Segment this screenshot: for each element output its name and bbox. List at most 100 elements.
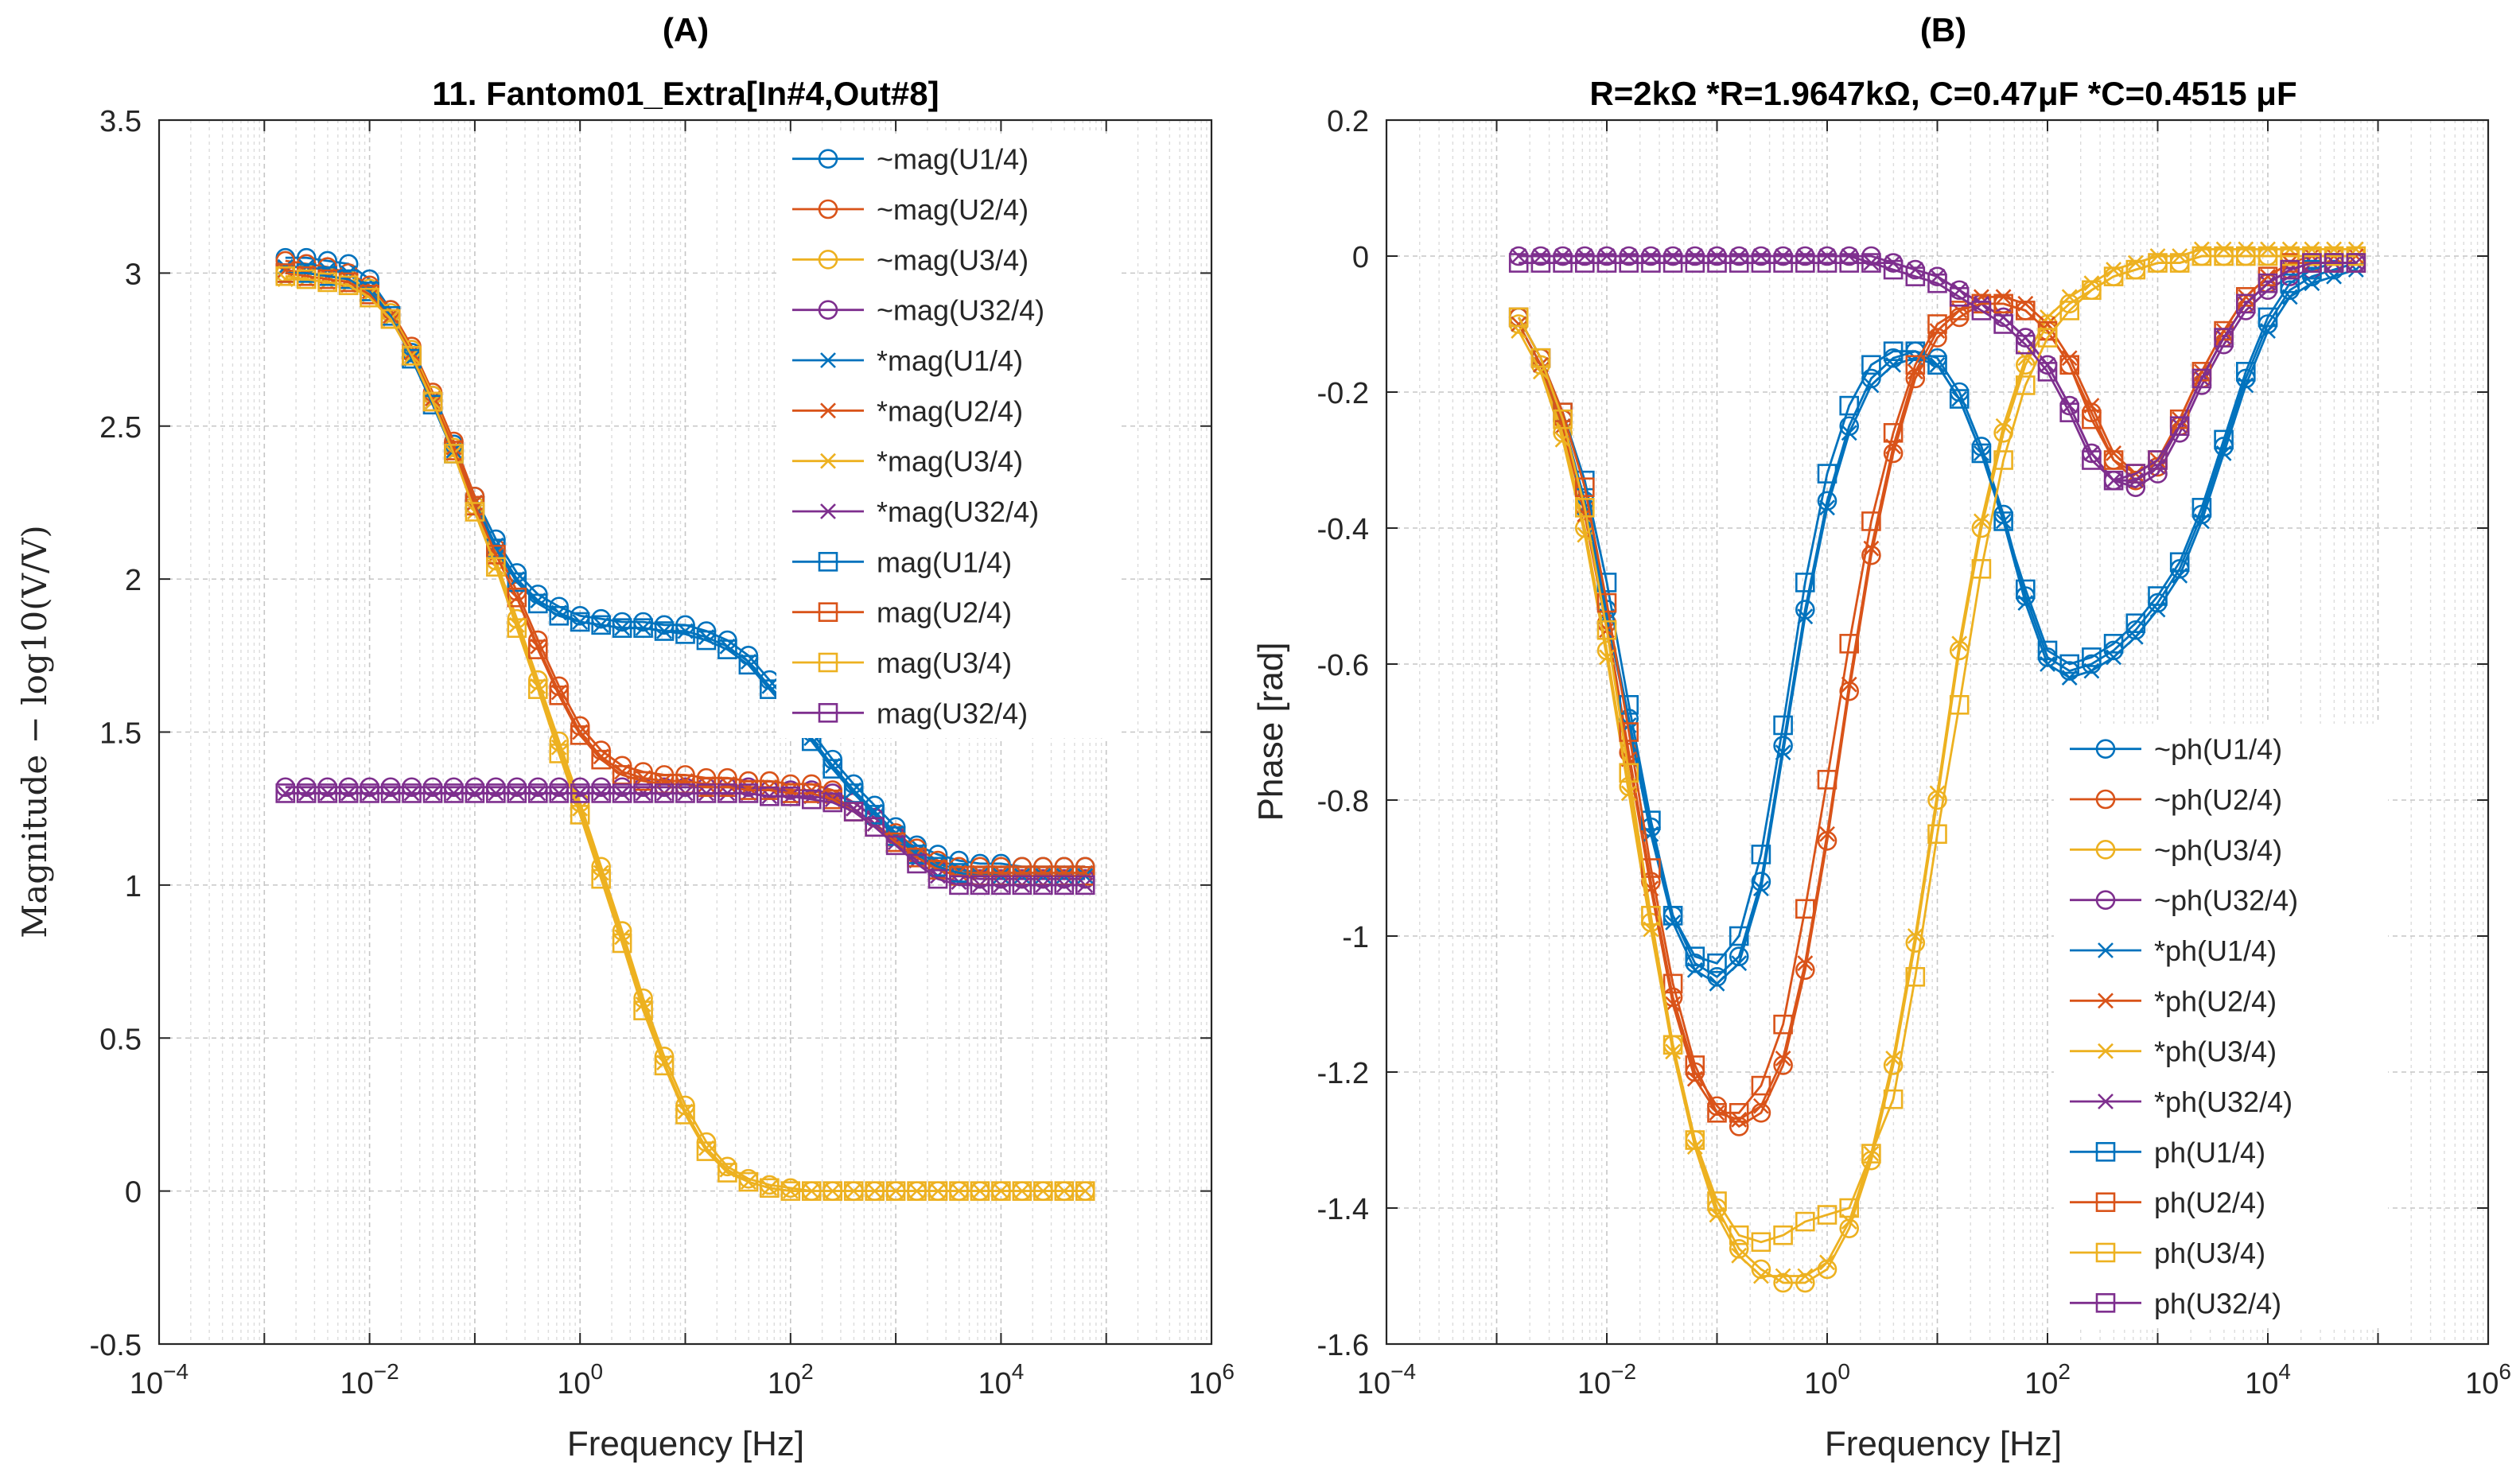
panel-b-data-point bbox=[1553, 409, 1573, 429]
panel-a-x-axis-label: Frequency [Hz] bbox=[567, 1424, 804, 1463]
panel-a-data-point bbox=[822, 792, 843, 813]
panel-a-data-point bbox=[1077, 1183, 1094, 1199]
panel-b-data-point bbox=[2191, 246, 2212, 266]
panel-b-data-point bbox=[2037, 328, 2058, 348]
panel-a-legend-entry: mag(U2/4) bbox=[792, 596, 1012, 629]
panel-b-data-point bbox=[2103, 470, 2124, 491]
panel-b-data-point bbox=[1929, 785, 1946, 802]
panel-a-data-point bbox=[444, 444, 464, 464]
panel-b-legend-box bbox=[2054, 724, 2388, 1328]
panel-b-data-point bbox=[1819, 248, 1835, 264]
panel-b-data-point bbox=[1949, 286, 1970, 307]
panel-a-legend-marker bbox=[818, 250, 838, 270]
panel-b-data-point bbox=[1885, 1050, 1902, 1066]
panel-b-data-point bbox=[1775, 248, 1791, 264]
panel-b-data-point bbox=[1905, 355, 1926, 375]
panel-a-data-point bbox=[991, 1181, 1011, 1201]
panel-b-data-point bbox=[1905, 967, 1926, 987]
panel-b-y-tick-label: -1.4 bbox=[1317, 1193, 1369, 1226]
panel-b-data-point bbox=[2260, 241, 2276, 258]
panel-b-data-point bbox=[2061, 350, 2078, 367]
panel-b-legend-marker bbox=[2098, 1094, 2114, 1109]
panel-a-legend-entry: ~mag(U3/4) bbox=[792, 243, 1029, 276]
panel-a-data-point bbox=[843, 1181, 864, 1201]
panel-b-data-point bbox=[2148, 586, 2168, 606]
panel-b-data-point bbox=[1951, 635, 1968, 652]
panel-b-data-point bbox=[1751, 253, 1771, 273]
panel-b-data-point bbox=[1707, 253, 1727, 273]
panel-a-legend-label: *mag(U2/4) bbox=[877, 394, 1023, 427]
panel-a-data-point bbox=[654, 621, 675, 641]
panel-b-data-point bbox=[1662, 1035, 1683, 1055]
panel-b-series-group bbox=[1508, 241, 2366, 1293]
panel-b-data-point bbox=[2149, 248, 2166, 264]
panel-b-data-point bbox=[1927, 273, 1947, 293]
panel-b-data-point bbox=[1751, 1232, 1771, 1253]
panel-b-legend-marker bbox=[2095, 1142, 2116, 1162]
panel-a-legend-label: ~mag(U3/4) bbox=[877, 243, 1029, 276]
panel-a-y-axis-label: Magnitude − log10(V/V) bbox=[15, 525, 54, 938]
panel-b-legend-label: *ph(U1/4) bbox=[2154, 934, 2277, 967]
panel-a-legend-entry: *mag(U1/4) bbox=[792, 344, 1023, 377]
panel-b-data-point bbox=[1530, 253, 1551, 273]
panel-a-legend-label: *mag(U1/4) bbox=[877, 344, 1023, 377]
panel-b-x-tick-label: 10−4 bbox=[1357, 1359, 1416, 1400]
panel-b-data-point bbox=[1797, 1268, 1814, 1284]
panel-b-data-point bbox=[2016, 579, 2036, 600]
panel-a-data-point bbox=[696, 630, 717, 651]
panel-a-x-tick-label: 10−2 bbox=[340, 1359, 399, 1400]
panel-a-data-point bbox=[843, 802, 864, 822]
panel-a-data-point bbox=[1033, 875, 1053, 895]
panel-a-y-tick-label: 1.5 bbox=[99, 717, 142, 751]
panel-a-data-point bbox=[885, 835, 906, 856]
panel-a-legend-marker bbox=[818, 199, 838, 219]
panel-b-data-point bbox=[1752, 1097, 1769, 1114]
panel-b-tick-marks bbox=[1386, 119, 2489, 1345]
panel-a-legend-marker bbox=[820, 453, 836, 469]
panel-b-legend-marker bbox=[2098, 1043, 2114, 1059]
panel-a-data-point bbox=[738, 655, 759, 675]
panel-a-data-point bbox=[1012, 875, 1032, 895]
panel-b-x-axis-label: Frequency [Hz] bbox=[1825, 1424, 2062, 1463]
panel-b-data-point bbox=[1819, 499, 1835, 516]
panel-b-y-tick-label: 0 bbox=[1352, 241, 1369, 274]
panel-b-legend-marker bbox=[2095, 890, 2116, 910]
panel-a-data-point bbox=[928, 868, 948, 889]
panel-b-data-point bbox=[2082, 409, 2102, 429]
panel-b-legend-entry: ph(U1/4) bbox=[2070, 1136, 2265, 1168]
panel-b-data-point bbox=[1685, 946, 1705, 966]
panel-b-data-point bbox=[1773, 715, 1793, 736]
panel-b-x-tick-label: 102 bbox=[2024, 1359, 2071, 1400]
panel-a-x-tick-label: 100 bbox=[557, 1359, 603, 1400]
panel-a-data-point bbox=[549, 686, 570, 705]
panel-a-data-point bbox=[444, 783, 464, 803]
panel-a-legend-marker bbox=[820, 503, 836, 519]
panel-b-data-point bbox=[2082, 280, 2102, 301]
panel-b-data-point bbox=[2016, 334, 2036, 355]
panel-b-legend-label: *ph(U2/4) bbox=[2154, 985, 2277, 1017]
panel-a-y-tick-label: 0.5 bbox=[99, 1023, 142, 1056]
panel-a-data-point bbox=[612, 783, 632, 803]
panel-b-legend-marker bbox=[2095, 840, 2116, 860]
panel-b-data-point bbox=[1530, 348, 1551, 368]
panel-a-data-point bbox=[633, 618, 653, 638]
panel-a-legend-entry: ~mag(U32/4) bbox=[792, 294, 1044, 327]
panel-b-data-point bbox=[1643, 248, 1659, 264]
panel-b-data-point bbox=[1685, 1055, 1705, 1075]
panel-b-data-point bbox=[1861, 511, 1881, 531]
panel-b-data-point bbox=[1773, 253, 1793, 273]
panel-b-data-point bbox=[1731, 1247, 1748, 1264]
panel-b-legend-marker bbox=[2095, 739, 2116, 759]
panel-b-data-point bbox=[1620, 248, 1637, 264]
panel-b-data-point bbox=[1752, 880, 1769, 897]
panel-b-data-point bbox=[1577, 248, 1593, 264]
panel-a-data-point bbox=[780, 1181, 801, 1201]
panel-b-data-point bbox=[1927, 328, 1947, 348]
panel-b-data-point bbox=[1707, 953, 1727, 973]
panel-b-data-point bbox=[1883, 1089, 1904, 1109]
panel-b-data-point bbox=[1819, 826, 1835, 842]
panel-a-legend-label: mag(U1/4) bbox=[877, 546, 1012, 578]
panel-a-data-point bbox=[277, 785, 294, 802]
panel-b-data-point bbox=[1905, 266, 1926, 286]
